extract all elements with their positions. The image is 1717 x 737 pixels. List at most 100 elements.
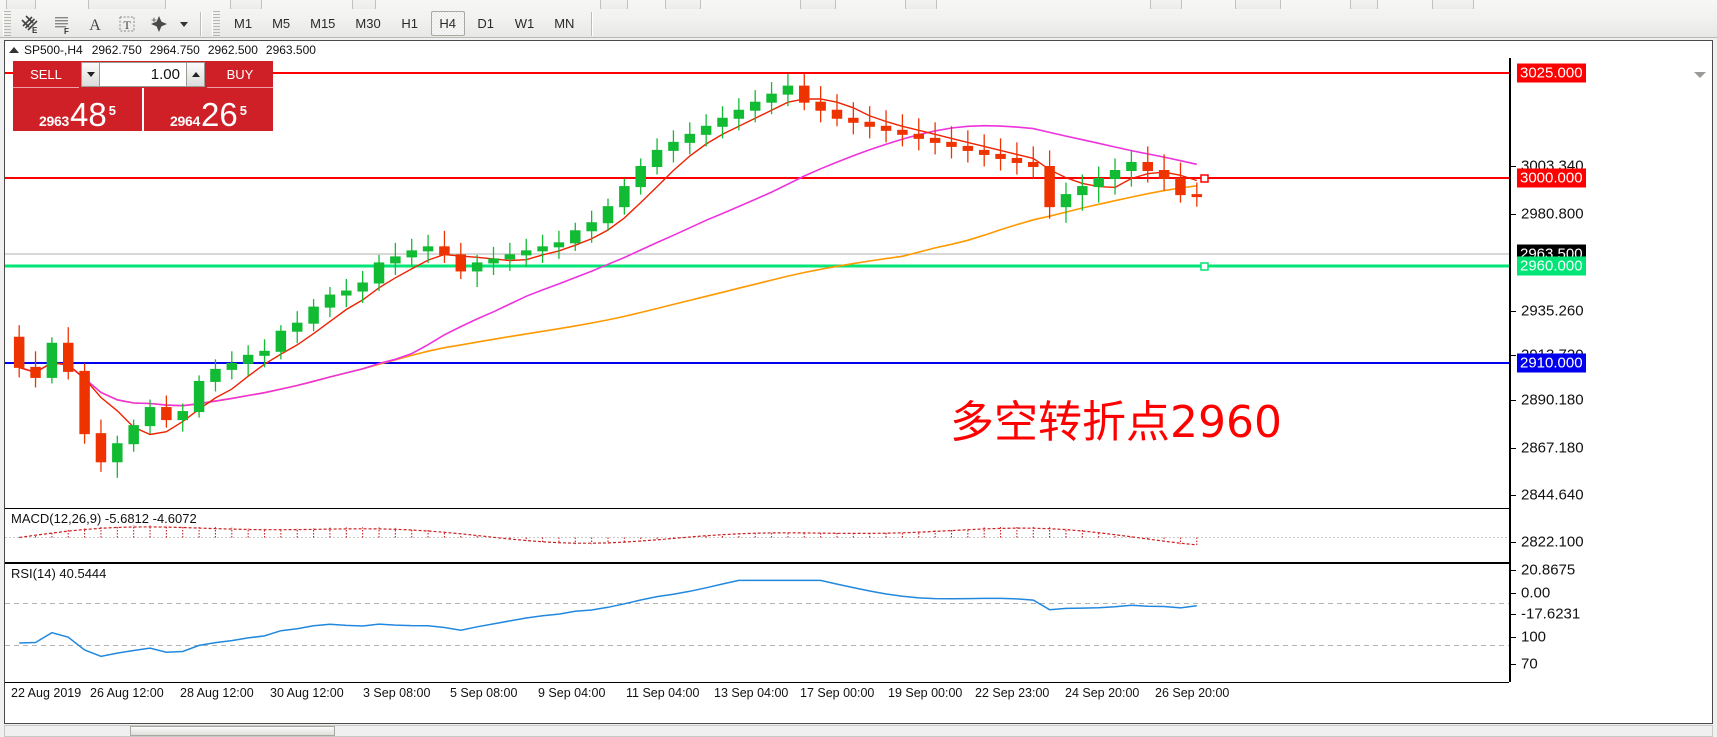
candlestick (210, 359, 221, 392)
macd-signal-line (19, 526, 1197, 546)
shapes-tool-icon[interactable] (144, 11, 174, 37)
price-level-badge[interactable]: 3000.000 (1517, 168, 1586, 188)
timeframe-m5[interactable]: M5 (272, 16, 291, 31)
timeframe-m15[interactable]: M15 (310, 16, 336, 31)
axis-tick-label: 2890.180 (1521, 391, 1584, 409)
ghost-button-10[interactable] (1235, 0, 1281, 9)
price-plot-area[interactable] (5, 58, 1509, 508)
grid-icon[interactable]: F (48, 11, 78, 37)
date-axis-label: 28 Aug 12:00 (180, 686, 254, 700)
timeframe-grip[interactable] (212, 11, 220, 36)
buy-price-big: 26 (201, 95, 238, 131)
crosshair-expert-icon[interactable]: E (16, 11, 46, 37)
price-level-badge[interactable]: 2910.000 (1517, 353, 1586, 373)
candlestick (504, 242, 516, 271)
macd-subwindow[interactable]: MACD(12,26,9) -5.6812 -4.6072 (5, 508, 1509, 563)
toolbar-grip[interactable] (3, 11, 11, 36)
timeframe-d1[interactable]: D1 (477, 16, 495, 31)
rsi-line (19, 579, 1197, 658)
volume-input[interactable]: 1.00 (100, 62, 186, 87)
text-tool-icon[interactable]: A (80, 11, 110, 37)
candlestick (717, 106, 728, 139)
candlestick (226, 351, 238, 380)
rsi-subwindow[interactable]: RSI(14) 40.5444 (5, 563, 1509, 682)
price-level-badge[interactable]: 2960.000 (1517, 256, 1586, 276)
ghost-button-9[interactable] (1150, 0, 1182, 9)
trade-panel-price-row: 2963 48 5 2964 26 5 (13, 88, 273, 131)
volume-increase-button[interactable] (186, 62, 205, 87)
moving-average-line (18, 124, 1197, 407)
chart-annotation-text[interactable]: 多空转折点2960 (950, 397, 1282, 448)
candlestick (128, 419, 139, 452)
ghost-button-12[interactable] (1432, 0, 1474, 9)
candlestick (1191, 182, 1203, 207)
ghost-button-6[interactable] (665, 0, 701, 9)
price-level-badge[interactable]: 3025.000 (1517, 63, 1586, 83)
candlestick (275, 325, 287, 360)
candlestick (978, 134, 990, 167)
candlestick (831, 94, 843, 127)
axis-tick-label: 2980.800 (1521, 205, 1584, 223)
sell-price-big: 48 (70, 95, 107, 131)
candlestick (161, 395, 172, 428)
candlestick (406, 238, 417, 267)
candlestick (733, 98, 745, 131)
chart-window[interactable]: SP500-,H4 2962.750 2964.750 2962.500 296… (4, 40, 1713, 724)
ghost-button-8[interactable] (905, 0, 937, 9)
candlestick (63, 327, 74, 380)
buy-price-tile[interactable]: 2964 26 5 (144, 88, 273, 131)
axis-tick-label: 0.00 (1521, 584, 1551, 602)
sell-price-tile[interactable]: 2963 48 5 (13, 88, 144, 131)
date-axis-label: 22 Sep 23:00 (975, 686, 1050, 700)
ghost-button-11[interactable] (1350, 0, 1378, 9)
axis-tick-label: 2822.100 (1521, 533, 1584, 551)
timeframe-mn[interactable]: MN (554, 16, 575, 31)
level-line-handle[interactable] (1200, 262, 1209, 271)
candlestick (668, 130, 679, 163)
price-axis[interactable]: 3025.000 3003.340 3000.000 2980.800 2963.500… (1509, 58, 1712, 682)
timeframe-m1[interactable]: M1 (234, 16, 253, 31)
ghost-button-5[interactable] (600, 0, 628, 9)
timeframe-h4[interactable]: H4 (430, 11, 465, 36)
horizontal-scrollbar[interactable] (4, 725, 1713, 737)
candlestick (1126, 150, 1137, 187)
collapse-triangle-icon[interactable] (9, 46, 19, 53)
axis-tick-mark (1511, 355, 1516, 356)
timeframe-m30[interactable]: M30 (355, 16, 381, 31)
candlestick (1175, 162, 1186, 203)
one-click-trading-panel[interactable]: SELL 1.00 BUY 2963 48 5 (13, 61, 273, 131)
buy-button[interactable]: BUY (207, 61, 273, 88)
low-value: 2962.500 (207, 42, 258, 57)
svg-text:A: A (89, 17, 101, 34)
ghost-button-3[interactable] (230, 0, 262, 9)
level-line-handle[interactable] (1200, 174, 1209, 183)
ghost-button-2[interactable] (88, 0, 166, 9)
text-label-tool-icon[interactable]: T (112, 11, 142, 37)
trade-panel-top-row: SELL 1.00 BUY (13, 61, 273, 88)
axis-tick-mark (1511, 311, 1516, 312)
shapes-dropdown-icon[interactable] (176, 11, 192, 37)
candlestick (471, 254, 483, 288)
candlestick (749, 90, 761, 123)
ghost-button-1[interactable] (6, 0, 36, 9)
ghost-button-7[interactable] (800, 0, 836, 9)
toolbar-overflow-strip (0, 0, 1717, 9)
volume-decrease-button[interactable] (81, 62, 100, 87)
chart-context-arrow-icon[interactable] (1694, 72, 1706, 78)
date-axis-label: 22 Aug 2019 (11, 686, 82, 700)
ghost-button-4[interactable] (352, 0, 376, 9)
date-axis-label: 19 Sep 00:00 (888, 686, 963, 700)
timeframe-w1[interactable]: W1 (514, 16, 535, 31)
scrollbar-thumb[interactable] (130, 726, 335, 736)
candlestick (700, 114, 712, 147)
candlestick (913, 118, 925, 151)
date-axis[interactable]: 22 Aug 2019 26 Aug 12:00 28 Aug 12:00 30 Au… (5, 682, 1509, 706)
timeframe-h1[interactable]: H1 (401, 16, 419, 31)
candlestick (619, 178, 630, 215)
candlestick (1158, 154, 1170, 191)
sell-button[interactable]: SELL (13, 61, 79, 88)
date-axis-label: 30 Aug 12:00 (270, 686, 344, 700)
candlestick (46, 337, 58, 384)
candlestick (79, 363, 90, 444)
candlestick (864, 106, 875, 139)
